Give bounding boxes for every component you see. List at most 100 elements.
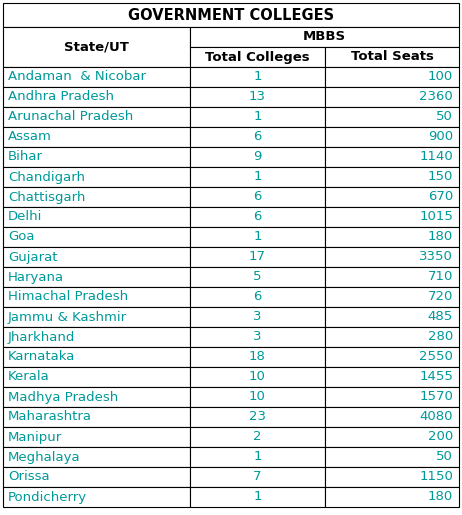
- Text: Himachal Pradesh: Himachal Pradesh: [8, 290, 128, 303]
- Text: 180: 180: [428, 490, 453, 504]
- Text: Kerala: Kerala: [8, 370, 50, 384]
- Bar: [190, 367, 325, 387]
- Text: 3: 3: [253, 331, 262, 344]
- Text: 1015: 1015: [419, 211, 453, 224]
- Text: 1: 1: [253, 490, 262, 504]
- Text: 180: 180: [428, 231, 453, 244]
- Bar: [325, 467, 459, 487]
- Text: 6: 6: [253, 290, 261, 303]
- Bar: [190, 67, 325, 87]
- Text: State/UT: State/UT: [64, 41, 129, 54]
- Bar: [3, 67, 190, 87]
- Bar: [325, 147, 459, 167]
- Bar: [325, 247, 459, 267]
- Text: 485: 485: [428, 311, 453, 323]
- Bar: [190, 187, 325, 207]
- Bar: [190, 127, 325, 147]
- Text: 150: 150: [428, 170, 453, 183]
- Bar: [3, 227, 190, 247]
- Text: 2: 2: [253, 431, 262, 443]
- Text: Madhya Pradesh: Madhya Pradesh: [8, 390, 118, 403]
- Text: Gujarat: Gujarat: [8, 250, 57, 264]
- Text: 1: 1: [253, 111, 262, 124]
- Bar: [3, 27, 190, 67]
- Bar: [325, 227, 459, 247]
- Bar: [3, 267, 190, 287]
- Text: Goa: Goa: [8, 231, 35, 244]
- Bar: [190, 107, 325, 127]
- Text: 670: 670: [428, 191, 453, 203]
- Bar: [325, 67, 459, 87]
- Bar: [190, 467, 325, 487]
- Text: Haryana: Haryana: [8, 270, 64, 283]
- Text: 5: 5: [253, 270, 262, 283]
- Text: 6: 6: [253, 130, 261, 144]
- Bar: [190, 47, 325, 67]
- Bar: [190, 387, 325, 407]
- Text: Maharashtra: Maharashtra: [8, 410, 92, 423]
- Text: 6: 6: [253, 211, 261, 224]
- Bar: [3, 307, 190, 327]
- Text: 1150: 1150: [419, 471, 453, 484]
- Text: 3: 3: [253, 311, 262, 323]
- Bar: [3, 127, 190, 147]
- Text: Andhra Pradesh: Andhra Pradesh: [8, 91, 114, 104]
- Text: 50: 50: [436, 451, 453, 464]
- Text: 6: 6: [253, 191, 261, 203]
- Bar: [190, 207, 325, 227]
- Bar: [3, 287, 190, 307]
- Bar: [190, 347, 325, 367]
- Bar: [3, 487, 190, 507]
- Text: 23: 23: [249, 410, 266, 423]
- Text: 10: 10: [249, 370, 266, 384]
- Text: 7: 7: [253, 471, 262, 484]
- Text: 2360: 2360: [419, 91, 453, 104]
- Text: Total Colleges: Total Colleges: [205, 50, 310, 63]
- Bar: [190, 287, 325, 307]
- Bar: [190, 327, 325, 347]
- Bar: [325, 347, 459, 367]
- Text: Arunachal Pradesh: Arunachal Pradesh: [8, 111, 133, 124]
- Text: Karnataka: Karnataka: [8, 351, 75, 364]
- Text: 1455: 1455: [419, 370, 453, 384]
- Text: 18: 18: [249, 351, 266, 364]
- Bar: [190, 227, 325, 247]
- Bar: [190, 247, 325, 267]
- Bar: [3, 207, 190, 227]
- Bar: [190, 407, 325, 427]
- Bar: [325, 447, 459, 467]
- Text: Andaman  & Nicobar: Andaman & Nicobar: [8, 71, 146, 83]
- Bar: [190, 307, 325, 327]
- Bar: [190, 267, 325, 287]
- Bar: [325, 47, 459, 67]
- Bar: [3, 107, 190, 127]
- Bar: [325, 427, 459, 447]
- Bar: [325, 267, 459, 287]
- Bar: [3, 327, 190, 347]
- Text: Delhi: Delhi: [8, 211, 43, 224]
- Text: 13: 13: [249, 91, 266, 104]
- Text: 1: 1: [253, 231, 262, 244]
- Bar: [3, 187, 190, 207]
- Text: MBBS: MBBS: [303, 30, 346, 43]
- Bar: [3, 407, 190, 427]
- Text: 2550: 2550: [419, 351, 453, 364]
- Bar: [3, 3, 459, 27]
- Text: 1: 1: [253, 451, 262, 464]
- Text: 10: 10: [249, 390, 266, 403]
- Bar: [190, 167, 325, 187]
- Bar: [190, 147, 325, 167]
- Bar: [190, 87, 325, 107]
- Bar: [3, 467, 190, 487]
- Text: Chattisgarh: Chattisgarh: [8, 191, 85, 203]
- Bar: [190, 427, 325, 447]
- Text: Meghalaya: Meghalaya: [8, 451, 81, 464]
- Bar: [190, 27, 459, 47]
- Text: Assam: Assam: [8, 130, 52, 144]
- Text: 1140: 1140: [419, 150, 453, 163]
- Text: 710: 710: [428, 270, 453, 283]
- Text: Chandigarh: Chandigarh: [8, 170, 85, 183]
- Bar: [325, 487, 459, 507]
- Text: 200: 200: [428, 431, 453, 443]
- Text: Jammu & Kashmir: Jammu & Kashmir: [8, 311, 127, 323]
